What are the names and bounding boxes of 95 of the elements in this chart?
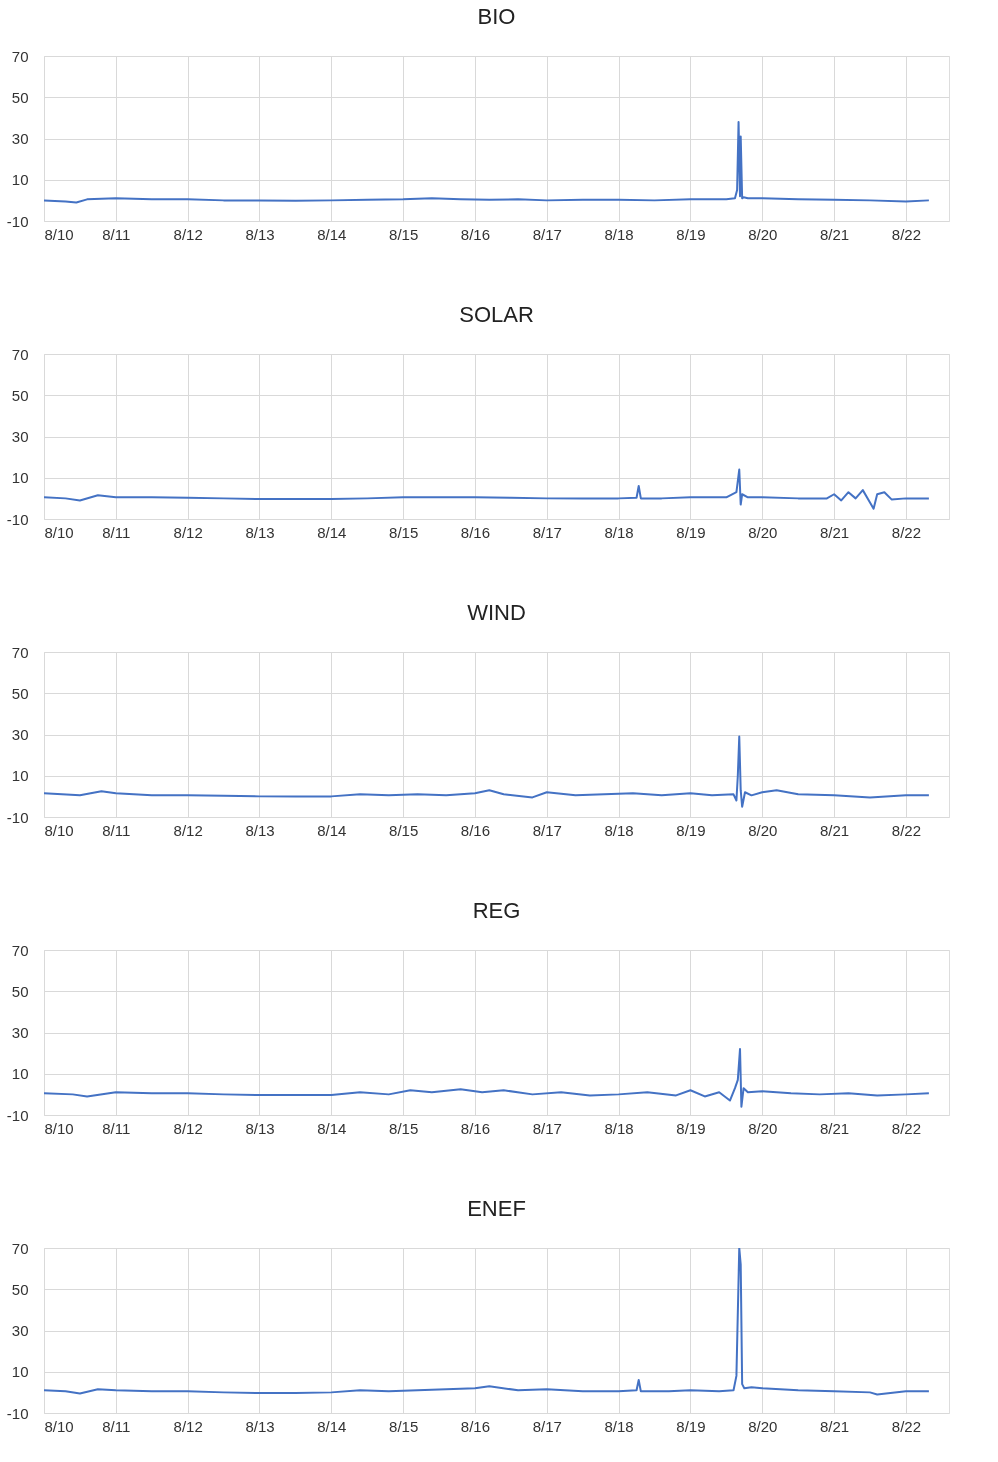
x-tick-label: 8/21 xyxy=(819,821,850,839)
x-tick-label: 8/16 xyxy=(460,1417,491,1435)
x-tick-label: 8/22 xyxy=(891,821,922,839)
x-tick-label: 8/10 xyxy=(44,523,74,541)
x-tick-label: 8/14 xyxy=(317,523,347,541)
x-tick-label: 8/17 xyxy=(532,821,562,839)
y-tick-label: -10 xyxy=(6,808,29,826)
x-tick-label: 8/13 xyxy=(245,225,275,243)
x-tick-label: 8/16 xyxy=(460,225,491,243)
x-tick-label: 8/18 xyxy=(604,523,634,541)
y-tick-label: -10 xyxy=(6,510,29,528)
y-tick-label: 30 xyxy=(11,1024,29,1041)
y-tick-label: 50 xyxy=(11,386,29,404)
x-tick-label: 8/19 xyxy=(676,821,706,839)
y-tick-label: -10 xyxy=(6,212,29,230)
x-tick-label: 8/19 xyxy=(676,225,706,243)
x-tick-label: 8/17 xyxy=(532,1119,562,1137)
x-tick-label: 8/16 xyxy=(460,821,491,839)
x-tick-label: 8/14 xyxy=(317,821,347,839)
x-tick-label: 8/22 xyxy=(891,1417,922,1435)
x-tick-label: 8/14 xyxy=(317,225,347,243)
x-tick-label: 8/14 xyxy=(317,1119,347,1137)
x-tick-label: 8/22 xyxy=(891,225,922,243)
y-tick-label: 50 xyxy=(11,684,29,702)
y-tick-label: 10 xyxy=(11,767,29,785)
x-tick-label: 8/22 xyxy=(891,523,922,541)
y-tick-label: 10 xyxy=(11,469,29,487)
y-tick-label: 70 xyxy=(11,47,29,65)
x-tick-label: 8/15 xyxy=(389,225,419,243)
x-tick-label: 8/19 xyxy=(676,523,706,541)
x-tick-label: 8/21 xyxy=(819,523,850,541)
y-tick-label: 10 xyxy=(11,171,29,189)
y-tick-label: -10 xyxy=(6,1106,29,1124)
x-tick-label: 8/20 xyxy=(748,1119,778,1137)
x-tick-label: 8/13 xyxy=(245,1417,275,1435)
x-tick-label: 8/21 xyxy=(819,1119,850,1137)
x-tick-label: 8/17 xyxy=(532,225,562,243)
chart-title: ENEF xyxy=(467,1196,526,1221)
y-tick-label: 30 xyxy=(11,1322,29,1339)
x-tick-label: 8/19 xyxy=(676,1119,706,1137)
y-tick-label: 70 xyxy=(11,1239,29,1257)
x-tick-label: 8/17 xyxy=(532,523,562,541)
y-tick-label: 30 xyxy=(11,726,29,743)
y-tick-label: 50 xyxy=(11,982,29,1000)
x-tick-label: 8/18 xyxy=(604,1417,634,1435)
chart-title: SOLAR xyxy=(459,302,534,327)
x-tick-label: 8/11 xyxy=(102,1417,131,1435)
y-tick-label: -10 xyxy=(6,1404,29,1422)
y-tick-label: 50 xyxy=(11,88,29,106)
x-tick-label: 8/22 xyxy=(891,1119,922,1137)
chart-title: BIO xyxy=(477,4,516,29)
x-tick-label: 8/10 xyxy=(44,225,74,243)
y-tick-label: 70 xyxy=(11,941,29,959)
x-tick-label: 8/15 xyxy=(389,1417,419,1435)
x-tick-label: 8/12 xyxy=(173,523,203,541)
x-tick-label: 8/20 xyxy=(748,225,778,243)
x-tick-label: 8/10 xyxy=(44,1417,74,1435)
x-tick-label: 8/21 xyxy=(819,225,850,243)
x-tick-label: 8/20 xyxy=(748,821,778,839)
x-tick-label: 8/14 xyxy=(317,1417,347,1435)
x-tick-label: 8/16 xyxy=(460,1119,491,1137)
y-tick-label: 30 xyxy=(11,130,29,147)
chart-title: WIND xyxy=(467,600,526,625)
x-tick-label: 8/16 xyxy=(460,523,491,541)
y-tick-label: 30 xyxy=(11,428,29,445)
x-tick-label: 8/11 xyxy=(102,1119,131,1137)
x-tick-label: 8/20 xyxy=(748,1417,778,1435)
x-tick-label: 8/10 xyxy=(44,1119,74,1137)
x-tick-label: 8/12 xyxy=(173,1417,203,1435)
x-tick-label: 8/17 xyxy=(532,1417,562,1435)
x-tick-label: 8/12 xyxy=(173,821,203,839)
x-tick-label: 8/12 xyxy=(173,225,203,243)
x-tick-label: 8/11 xyxy=(102,821,131,839)
x-tick-label: 8/18 xyxy=(604,1119,634,1137)
y-tick-label: 70 xyxy=(11,345,29,363)
x-tick-label: 8/15 xyxy=(389,821,419,839)
x-tick-label: 8/21 xyxy=(819,1417,850,1435)
y-tick-label: 50 xyxy=(11,1280,29,1298)
y-tick-label: 10 xyxy=(11,1363,29,1381)
x-tick-label: 8/12 xyxy=(173,1119,203,1137)
x-tick-label: 8/11 xyxy=(102,523,131,541)
x-tick-label: 8/18 xyxy=(604,821,634,839)
x-tick-label: 8/13 xyxy=(245,1119,275,1137)
x-tick-label: 8/15 xyxy=(389,523,419,541)
x-tick-label: 8/13 xyxy=(245,523,275,541)
chart-title: REG xyxy=(472,898,521,923)
y-tick-label: 10 xyxy=(11,1065,29,1083)
x-tick-label: 8/20 xyxy=(748,523,778,541)
x-tick-label: 8/18 xyxy=(604,225,634,243)
x-tick-label: 8/15 xyxy=(389,1119,419,1137)
x-tick-label: 8/13 xyxy=(245,821,275,839)
x-tick-label: 8/10 xyxy=(44,821,74,839)
y-tick-label: 70 xyxy=(11,643,29,661)
x-tick-label: 8/11 xyxy=(102,225,131,243)
x-tick-label: 8/19 xyxy=(676,1417,706,1435)
